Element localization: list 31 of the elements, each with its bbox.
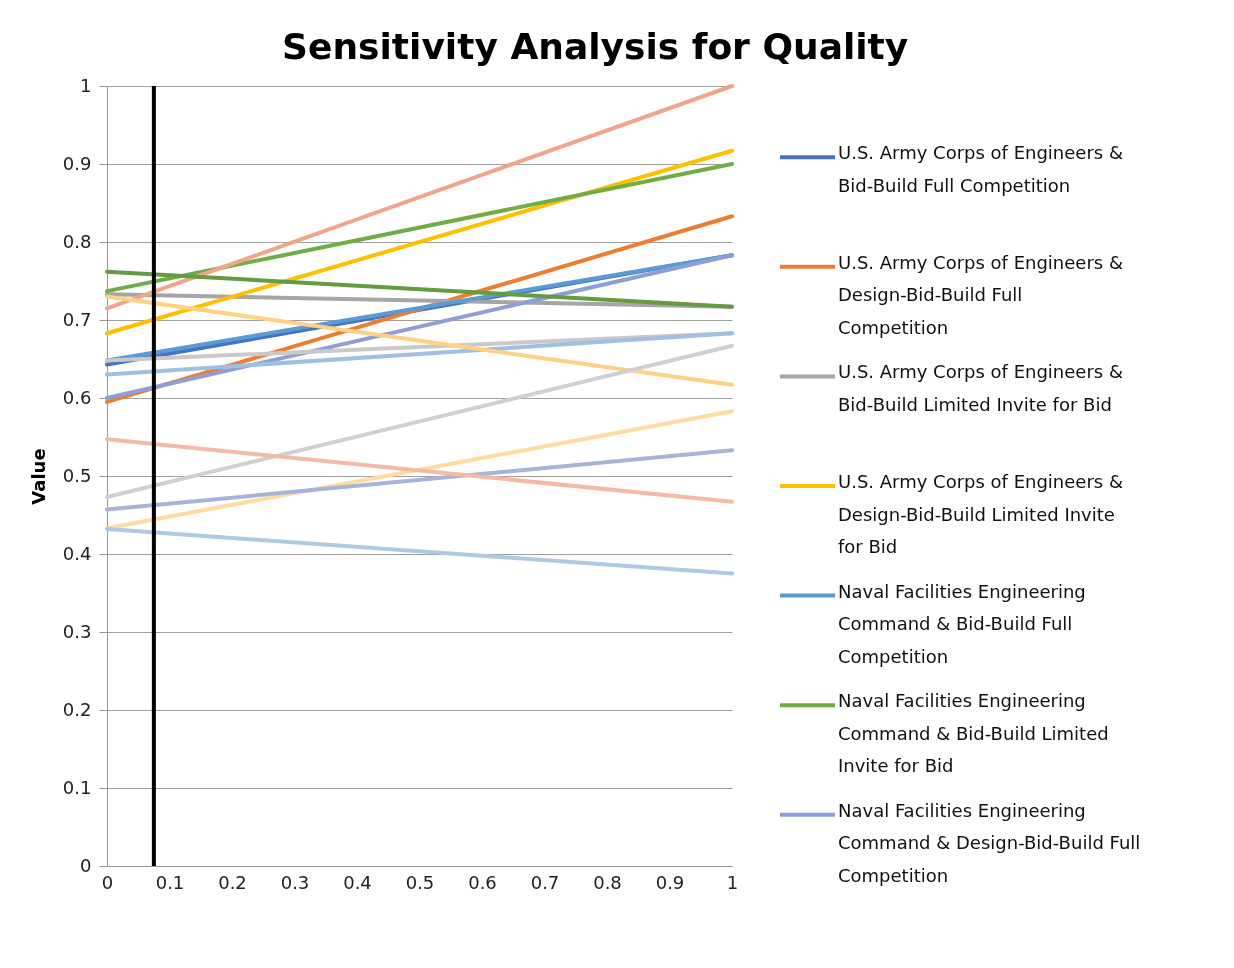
x-tick-label: 0.9 [655, 871, 685, 893]
x-tick-label: 0.7 [530, 871, 560, 893]
legend-label: Naval Facilities Engineering Command & Design-Bid-Build Full Competition [838, 799, 1141, 886]
x-tick-label: 0.6 [468, 871, 497, 893]
y-tick-label: 0.9 [62, 152, 92, 174]
y-tick-label: 0.8 [62, 230, 92, 252]
x-tick-label: 0.3 [280, 871, 310, 893]
legend-label: U.S. Army Corps of Engineers & Design-Bid-Build Full Competition [838, 251, 1123, 338]
legend-label: U.S. Army Corps of Engineers & Bid-Build Limited Invite for Bid [838, 361, 1123, 415]
y-tick-label: 0.1 [62, 776, 92, 798]
y-tick-label: 1 [80, 74, 92, 96]
legend-label: U.S. Army Corps of Engineers & Bid-Build Full Competition [838, 142, 1123, 196]
x-tick-label: 0.4 [343, 871, 372, 893]
x-tick-label: 0.2 [218, 871, 247, 893]
x-tick-label: 0.8 [593, 871, 622, 893]
y-tick-label: 0.4 [62, 542, 92, 564]
legend-label: U.S. Army Corps of Engineers & Design-Bid-Build Limited Invite for Bid [838, 471, 1123, 557]
y-tick-label: 0.6 [62, 386, 92, 408]
x-tick-label: 0 [101, 871, 114, 893]
legend-label: Naval Facilities Engineering Command & Bid-Build Limited Invite for Bid [838, 690, 1109, 777]
legend-label: Naval Facilities Engineering Command & Bid-Build Full Competition [838, 580, 1086, 667]
x-tick-label: 0.5 [405, 871, 435, 893]
y-tick-label: 0 [80, 854, 92, 876]
x-tick-label: 0.1 [155, 871, 185, 893]
y-axis-title: Value [27, 448, 49, 505]
y-tick-label: 0.3 [62, 620, 92, 642]
chart-title: Sensitivity Analysis for Quality [282, 26, 909, 67]
y-tick-label: 0.7 [62, 308, 92, 330]
x-tick-label: 1 [726, 871, 739, 893]
y-tick-label: 0.5 [62, 464, 92, 486]
y-tick-label: 0.2 [62, 698, 92, 720]
